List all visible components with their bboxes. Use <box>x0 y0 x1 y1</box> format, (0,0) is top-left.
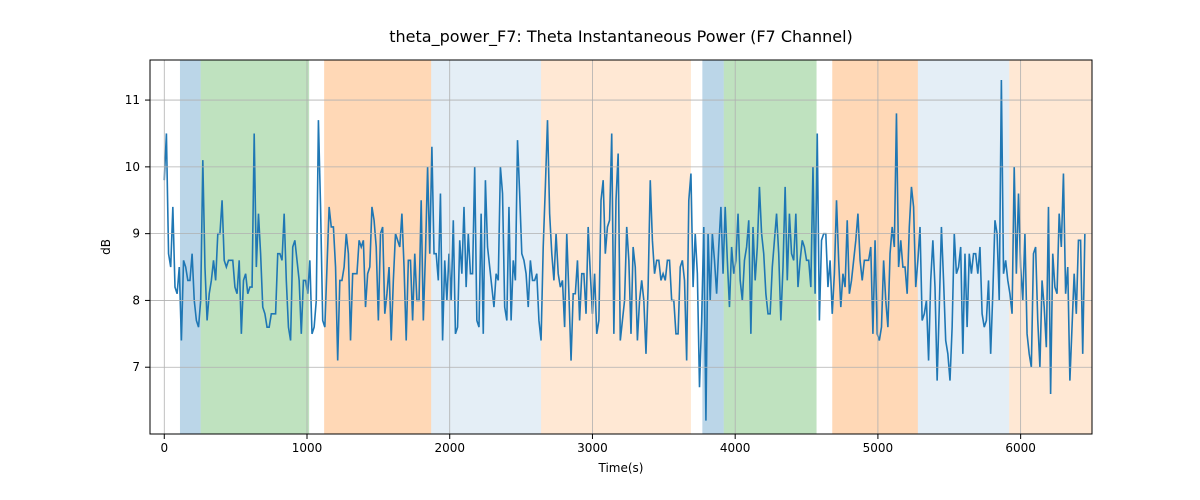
time-band <box>918 60 1009 434</box>
x-axis-label: Time(s) <box>598 461 644 475</box>
x-tick-label: 4000 <box>720 441 751 455</box>
x-tick-label: 5000 <box>863 441 894 455</box>
y-tick-label: 9 <box>132 227 140 241</box>
chart-container: theta_power_F7: Theta Instantaneous Powe… <box>0 0 1200 500</box>
y-tick-label: 7 <box>132 360 140 374</box>
chart-title: theta_power_F7: Theta Instantaneous Powe… <box>389 27 853 47</box>
y-tick-label: 8 <box>132 293 140 307</box>
x-tick-label: 1000 <box>292 441 323 455</box>
y-axis-label: dB <box>99 239 113 255</box>
time-band <box>431 60 541 434</box>
y-tick-label: 10 <box>125 160 140 174</box>
plot-area <box>164 60 1092 434</box>
time-band <box>724 60 817 434</box>
x-tick-label: 6000 <box>1005 441 1036 455</box>
y-tick-label: 11 <box>125 93 140 107</box>
time-band <box>180 60 201 434</box>
chart-svg: theta_power_F7: Theta Instantaneous Powe… <box>0 0 1200 500</box>
x-tick-label: 2000 <box>434 441 465 455</box>
x-tick-label: 3000 <box>577 441 608 455</box>
time-band <box>324 60 431 434</box>
x-tick-label: 0 <box>160 441 168 455</box>
